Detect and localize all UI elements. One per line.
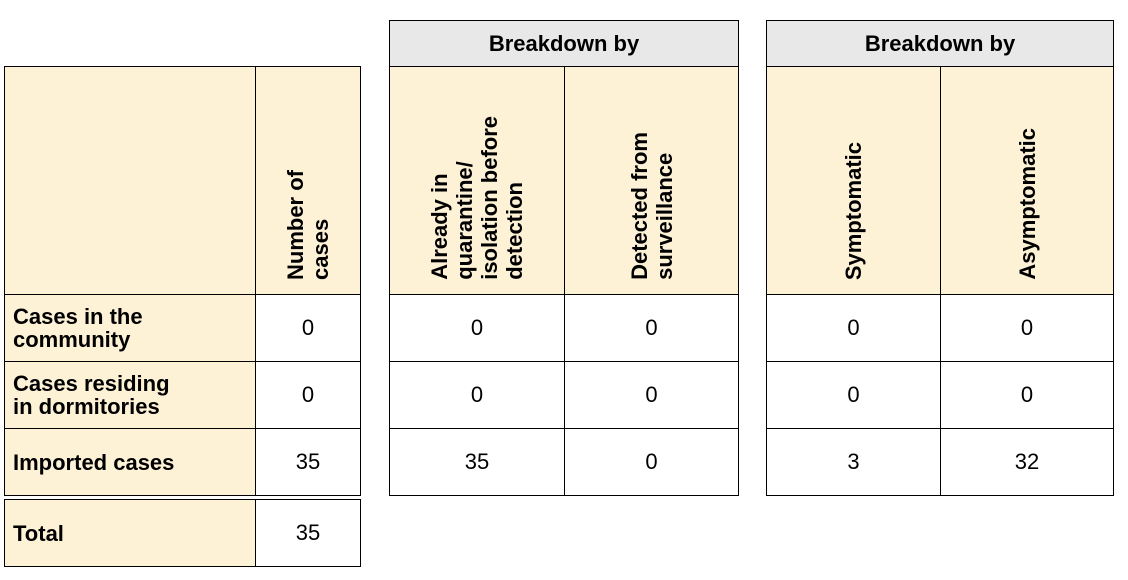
header-detected-from-surveillance-label: Detected from surveillance: [626, 132, 677, 280]
header-number-of-cases-label: Number of cases: [283, 170, 333, 280]
value: 0: [645, 449, 658, 474]
value: 0: [470, 382, 484, 407]
value: 0: [645, 315, 658, 340]
cell-community-number: 0: [255, 294, 361, 362]
header-detected-from-surveillance: Detected from surveillance: [564, 66, 739, 295]
value: 0: [470, 315, 484, 340]
cell-imported-number: 35: [255, 428, 361, 496]
header-already-in-quarantine: Already in quarantine/ isolation before …: [389, 66, 565, 295]
value: 0: [645, 382, 658, 407]
row-label-dormitories-text: Cases residing in dormitories: [13, 371, 170, 419]
row-label-imported: Imported cases: [4, 428, 256, 496]
header-already-in-quarantine-label: Already in quarantine/ isolation before …: [427, 116, 527, 280]
corner-header-cell: [4, 66, 256, 295]
cell-dormitories-number: 0: [255, 361, 361, 429]
cell-imported-symptomatic: 3: [766, 428, 941, 496]
row-label-dormitories: Cases residing in dormitories: [4, 361, 256, 429]
group-header-breakdown-quarantine: Breakdown by: [389, 20, 739, 67]
value: 3: [847, 449, 860, 474]
cell-dormitories-quarantine: 0: [389, 361, 565, 429]
value: 0: [301, 382, 315, 407]
cell-dormitories-asymptomatic: 0: [940, 361, 1114, 429]
cell-community-quarantine: 0: [389, 294, 565, 362]
row-label-total: Total: [4, 499, 256, 567]
cell-dormitories-surveillance: 0: [564, 361, 739, 429]
cell-imported-surveillance: 0: [564, 428, 739, 496]
row-label-imported-text: Imported cases: [13, 449, 175, 475]
header-asymptomatic: Asymptomatic: [940, 66, 1114, 295]
group-title: Breakdown by: [864, 30, 1016, 56]
row-label-community: Cases in the community: [4, 294, 256, 362]
cell-community-symptomatic: 0: [766, 294, 941, 362]
group-title: Breakdown by: [488, 30, 640, 56]
value: 35: [295, 520, 321, 545]
header-asymptomatic-label: Asymptomatic: [1014, 128, 1040, 280]
value: 0: [1020, 382, 1034, 407]
cell-imported-quarantine: 35: [389, 428, 565, 496]
cell-community-surveillance: 0: [564, 294, 739, 362]
value: 0: [847, 382, 860, 407]
value: 35: [295, 449, 321, 474]
group-header-breakdown-symptoms: Breakdown by: [766, 20, 1114, 67]
value: 0: [301, 315, 315, 340]
row-label-community-text: Cases in the community: [13, 304, 143, 352]
value: 35: [464, 449, 490, 474]
header-symptomatic: Symptomatic: [766, 66, 941, 295]
header-symptomatic-label: Symptomatic: [841, 141, 866, 280]
row-label-total-text: Total: [13, 520, 64, 546]
cell-community-asymptomatic: 0: [940, 294, 1114, 362]
header-number-of-cases: Number of cases: [255, 66, 361, 295]
value: 0: [1020, 315, 1034, 340]
cell-dormitories-symptomatic: 0: [766, 361, 941, 429]
cell-imported-asymptomatic: 32: [940, 428, 1114, 496]
value: 32: [1014, 449, 1040, 474]
cell-total-number: 35: [255, 499, 361, 567]
value: 0: [847, 315, 860, 340]
